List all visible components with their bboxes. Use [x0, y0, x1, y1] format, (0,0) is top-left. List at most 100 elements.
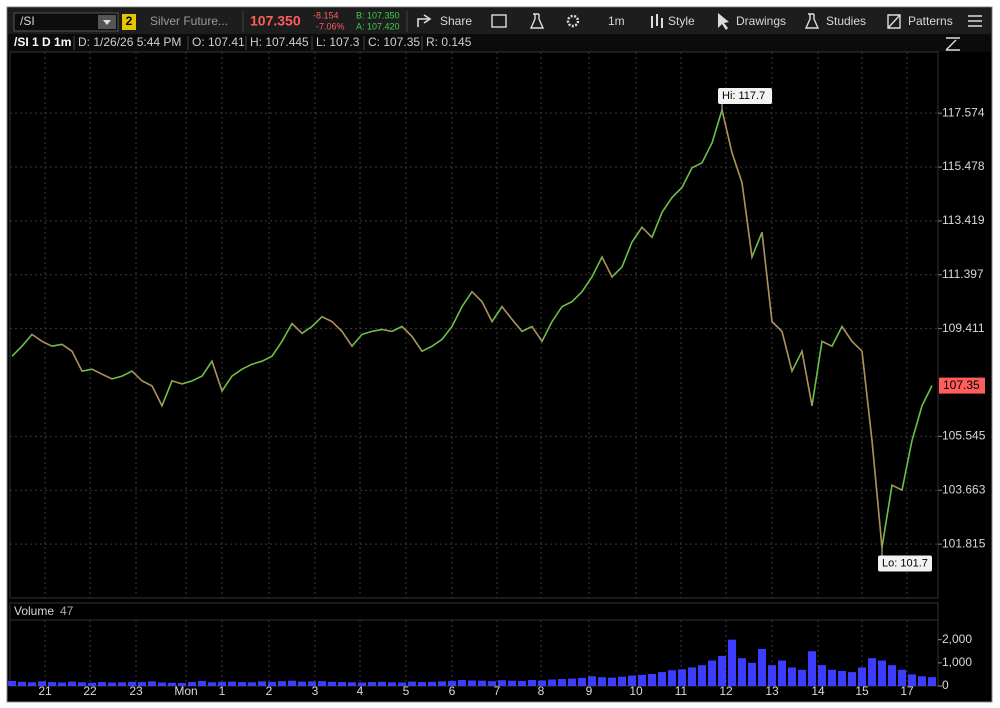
volume-bar	[698, 665, 706, 686]
down-segment	[471, 291, 483, 303]
volume-bar	[308, 681, 316, 686]
last-price-tag	[939, 377, 985, 394]
x-tick-label: 14	[811, 684, 825, 698]
message-icon[interactable]	[491, 14, 507, 28]
x-tick-label: 22	[83, 684, 97, 698]
down-segment	[411, 336, 423, 352]
annotation-box	[878, 555, 932, 572]
down-segment	[861, 351, 873, 441]
symbol-box[interactable]	[13, 12, 119, 32]
volume-count: 47	[60, 604, 74, 618]
volume-bar	[418, 682, 426, 686]
volume-bar	[648, 673, 656, 686]
x-tick-label: 12	[719, 684, 733, 698]
drawings-button[interactable]: Drawings	[736, 14, 786, 28]
volume-bar	[818, 665, 826, 686]
down-segment	[851, 340, 863, 352]
volume-bar	[138, 682, 146, 686]
volume-bar	[128, 681, 136, 686]
studies-button[interactable]: Studies	[826, 14, 866, 28]
volume-bar	[98, 682, 106, 686]
volume-bar	[108, 682, 116, 686]
toolbar	[8, 8, 991, 34]
link-box[interactable]	[122, 14, 136, 30]
y-tick-label: 117.574	[942, 105, 985, 119]
y-tick-label: 2,000	[942, 632, 972, 646]
style-button[interactable]: Style	[668, 14, 695, 28]
volume-bar	[678, 669, 686, 686]
y-tick-label: 115.478	[942, 159, 985, 173]
patterns-button[interactable]: Patterns	[908, 14, 953, 28]
expand-icon[interactable]	[945, 37, 960, 51]
volume-bar	[548, 679, 556, 686]
volume-bar	[358, 682, 366, 686]
x-tick-label: 5	[403, 684, 410, 698]
volume-bar	[288, 680, 296, 686]
x-tick-label: 10	[629, 684, 643, 698]
volume-bar	[198, 680, 206, 686]
volume-bar	[598, 677, 606, 686]
price-panel	[9, 51, 939, 599]
volume-bar	[48, 682, 56, 686]
y-tick-label: 0	[942, 678, 949, 692]
down-segment	[61, 343, 73, 352]
volume-bar	[68, 681, 76, 686]
down-segment	[741, 182, 753, 258]
menu-icon[interactable]	[968, 15, 982, 27]
volume-bar	[918, 676, 926, 686]
x-tick-label: 1	[219, 684, 226, 698]
cursor-icon[interactable]	[718, 13, 729, 30]
x-tick-label: 8	[538, 684, 545, 698]
last-price: 107.350	[250, 13, 301, 29]
info-item: /SI 1 D 1m	[14, 35, 71, 49]
volume-bar	[608, 677, 616, 686]
down-segment	[41, 340, 53, 347]
volume-bar	[348, 682, 356, 686]
volume-bar	[708, 660, 716, 686]
symbol[interactable]: /SI	[20, 14, 35, 28]
volume-bar	[828, 669, 836, 686]
link-group[interactable]: 2	[126, 14, 133, 28]
y-tick-label: 111.397	[942, 267, 984, 281]
volume-title: Volume	[14, 604, 54, 618]
down-segment	[211, 360, 223, 392]
volume-bar	[208, 682, 216, 686]
y-tick-label: 101.815	[942, 536, 986, 550]
style-icon[interactable]	[651, 14, 663, 28]
studies-icon[interactable]	[804, 13, 820, 29]
volume-bar	[338, 682, 346, 686]
timeframe-button[interactable]: 1m	[608, 14, 625, 28]
down-segment	[781, 331, 793, 372]
down-segment	[31, 333, 43, 342]
info-bar	[8, 34, 991, 52]
volume-bar	[238, 682, 246, 686]
down-segment	[401, 326, 413, 337]
down-segment	[641, 226, 653, 238]
volume-bar	[508, 680, 516, 686]
volume-bar	[658, 672, 666, 686]
flask-icon[interactable]	[529, 13, 545, 29]
down-segment	[501, 306, 513, 320]
settings-icon[interactable]	[566, 14, 580, 28]
share-icon[interactable]	[417, 14, 432, 27]
down-segment	[801, 351, 813, 406]
down-segment	[151, 385, 163, 407]
volume-bar	[868, 658, 876, 686]
down-segment	[101, 373, 113, 380]
volume-bar	[158, 682, 166, 686]
volume-bar	[8, 680, 16, 686]
annotation: Hi: 117.7	[722, 90, 765, 102]
x-tick-label: 11	[675, 684, 688, 698]
share-button[interactable]: Share	[440, 14, 472, 28]
y-tick-label: 113.419	[942, 213, 985, 227]
volume-bar	[428, 681, 436, 686]
down-segment	[531, 326, 543, 342]
volume-bar	[618, 676, 626, 686]
volume-bar	[688, 667, 696, 686]
down-segment	[321, 316, 333, 323]
volume-bar	[328, 681, 336, 686]
down-segment	[601, 256, 613, 278]
volume-bar	[228, 681, 236, 686]
patterns-icon[interactable]	[887, 14, 901, 29]
